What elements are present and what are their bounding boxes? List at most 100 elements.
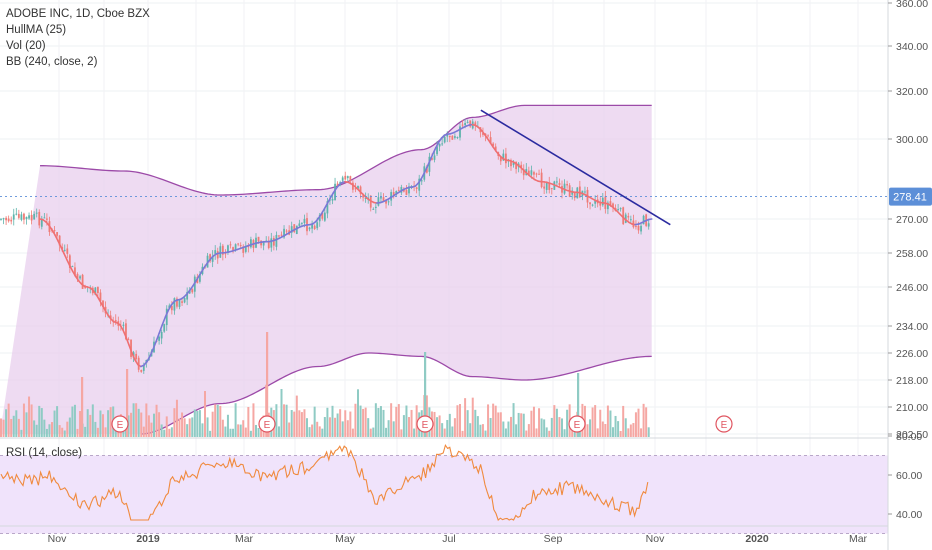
candle-body [446, 134, 449, 137]
earnings-marker[interactable] [568, 415, 586, 433]
bollinger-label[interactable]: BB (240, close, 2) [6, 56, 98, 68]
volume-bar [341, 421, 344, 437]
volume-bar [645, 407, 648, 437]
candle-body [535, 173, 538, 175]
hull-ma-label[interactable]: HullMA (25) [6, 24, 67, 36]
last-price-tag[interactable] [889, 187, 932, 206]
symbol-label[interactable]: ADOBE INC, 1D, Cboe BZX [6, 8, 150, 20]
volume-bar [186, 424, 189, 437]
volume-label[interactable]: Vol (20) [6, 40, 46, 52]
earnings-marker[interactable] [258, 415, 276, 433]
volume-bar [441, 423, 444, 437]
volume-bar [290, 410, 293, 437]
candle-body [578, 186, 581, 198]
volume-bar [336, 413, 339, 437]
volume-bar [303, 409, 306, 437]
candle-body [469, 120, 472, 127]
volume-bar [316, 421, 319, 437]
volume-bar [216, 404, 219, 437]
volume-bar [640, 428, 643, 437]
volume-bar [596, 428, 599, 437]
volume-bar [499, 412, 502, 437]
earnings-marker[interactable] [111, 415, 129, 433]
candle-body [298, 223, 301, 226]
candle-body [441, 143, 444, 145]
candle-body [382, 197, 385, 202]
candle-body [38, 211, 41, 226]
volume-bar [135, 403, 138, 437]
volume-bar [104, 427, 107, 437]
volume-bar [15, 410, 18, 437]
candle-body [415, 187, 418, 189]
hull-ma-segment [128, 343, 133, 354]
volume-bar [364, 407, 367, 437]
price-trendline[interactable] [480, 109, 671, 226]
volume-bar [311, 424, 314, 437]
volume-bar [10, 418, 13, 437]
candle-body [617, 209, 619, 211]
volume-bar [372, 427, 375, 437]
volume-bar [476, 416, 479, 437]
candle-body [609, 201, 612, 206]
volume-bar [349, 411, 352, 437]
volume-bar [385, 427, 388, 437]
time-tick-label: 2019 [136, 533, 160, 545]
volume-bar [211, 411, 214, 437]
candle-body [408, 186, 410, 194]
volume-bar [502, 421, 505, 437]
volume-bar [17, 418, 20, 437]
earnings-marker-label: E [721, 420, 728, 431]
earnings-marker-label: E [264, 420, 271, 431]
volume-bar [443, 428, 446, 437]
rsi-label[interactable]: RSI (14, close) [6, 447, 83, 459]
candle-body [387, 201, 390, 203]
candle-body [158, 336, 160, 341]
candle-body [418, 178, 421, 191]
candle-body [558, 182, 561, 186]
hull-ma-segment [62, 252, 68, 261]
bollinger-fill [0, 105, 652, 435]
volume-bar [520, 413, 523, 437]
volume-bar [204, 391, 206, 437]
volume-bar [323, 417, 326, 437]
volume-bar [545, 427, 548, 437]
hull-ma-segment [57, 239, 62, 248]
volume-bar [346, 420, 349, 437]
volume-bar [293, 411, 296, 437]
hull-ma-segment [158, 324, 164, 335]
candle-body [629, 219, 632, 221]
hull-ma-segment [207, 257, 212, 264]
volume-bar [484, 430, 487, 437]
volume-bar [61, 427, 64, 437]
candle-body [35, 212, 38, 214]
candle-body [599, 201, 602, 206]
volume-bar [359, 405, 362, 437]
candle-body [530, 170, 533, 175]
candle-body [214, 250, 217, 254]
candle-body [448, 135, 451, 138]
earnings-marker[interactable] [416, 415, 434, 433]
candle-body [642, 215, 645, 225]
candle-body [374, 206, 377, 208]
volume-bar [408, 417, 410, 437]
candle-body [318, 214, 321, 222]
candle-body [239, 245, 242, 247]
volume-bar [43, 419, 46, 437]
volume-bar [469, 423, 472, 437]
candle-body [74, 267, 76, 276]
volume-bar [22, 403, 25, 437]
hull-ma-segment [155, 332, 160, 343]
volume-bar [357, 389, 359, 437]
candle-body [12, 214, 15, 220]
candle-body [5, 217, 7, 221]
volume-spike [126, 369, 129, 437]
volume-bar [451, 426, 454, 437]
volume-bar [66, 421, 69, 437]
candle-body [7, 218, 10, 222]
volume-bar [571, 429, 574, 437]
bollinger-lower-line [140, 352, 652, 435]
candle-body [285, 230, 288, 232]
earnings-marker[interactable] [715, 415, 733, 433]
candle-body [561, 186, 563, 193]
